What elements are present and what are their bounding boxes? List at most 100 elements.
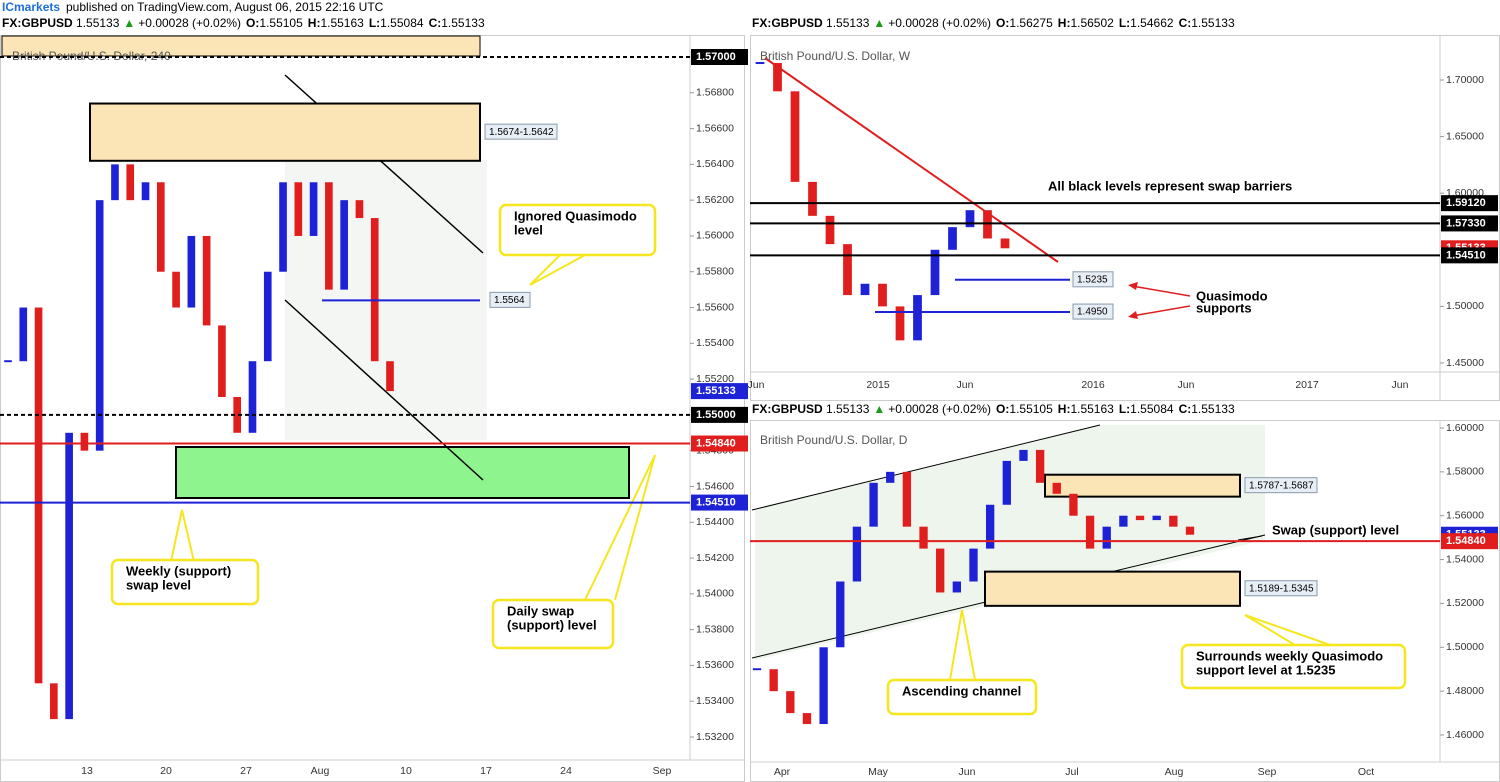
x-tick-label: May [868, 766, 889, 778]
zone-label-bg [484, 123, 558, 140]
brand: ICmarkets [2, 0, 60, 14]
candle [852, 526, 862, 582]
y-tick-label: 1.50000 [1446, 641, 1484, 653]
candle [156, 182, 165, 272]
ohlc-value: 1.54662 [1130, 16, 1174, 30]
symbol: FX:GBPUSD [752, 402, 823, 416]
ohlc-value: 1.55163 [320, 16, 364, 30]
y-tick-label: 1.55800 [696, 266, 734, 278]
panel-title: British Pound/U.S. Dollar, W [760, 49, 911, 63]
ohlc-label: H: [308, 16, 321, 30]
symbol: FX:GBPUSD [2, 16, 73, 30]
byline: published on TradingView.com, August 06,… [66, 0, 384, 14]
y-tick-label: 1.60000 [1446, 422, 1484, 434]
arrow [1131, 285, 1191, 297]
candle [860, 283, 870, 296]
x-tick-label: Sep [653, 765, 672, 777]
x-tick-label: Jul [1065, 766, 1078, 778]
x-tick-label: 17 [480, 765, 492, 777]
level-label-bg [691, 49, 748, 65]
x-tick-label: Aug [1165, 766, 1184, 778]
zone-label: 1.5787-1.5687 [1249, 480, 1314, 491]
callout-tail [529, 254, 586, 286]
x-tick-label: 20 [160, 765, 172, 777]
level-label: 1.54840 [696, 437, 736, 449]
candle [878, 283, 887, 307]
candle [948, 227, 957, 250]
candle [1135, 515, 1145, 521]
x-tick-label: Sep [1258, 766, 1277, 778]
candle [786, 691, 795, 714]
candle [1152, 515, 1161, 521]
y-tick-label: 1.53400 [696, 695, 734, 707]
callout-tail [584, 454, 656, 601]
marked-label: 1.5235 [1077, 274, 1108, 285]
candle [34, 307, 43, 684]
channel-line [751, 424, 1101, 511]
candle [913, 295, 922, 341]
x-tick-label: Aug [311, 765, 330, 777]
candle [1185, 526, 1195, 535]
level-label: 1.55133 [696, 385, 736, 397]
y-tick-label: 1.56200 [696, 194, 734, 206]
demand-zone [175, 446, 630, 499]
level-label-bg [1441, 247, 1498, 264]
callout-box [110, 558, 260, 606]
trendline [284, 299, 484, 481]
candle [952, 581, 962, 593]
symbol-line: FX:GBPUSD 1.55133 ▲ +0.00028 (+0.02%) O:1.5… [2, 16, 485, 30]
level-label-bg [691, 494, 748, 511]
x-tick-label: Oct [1358, 766, 1374, 778]
ohlc-label: O: [996, 16, 1009, 30]
y-tick-label: 1.55400 [696, 337, 734, 349]
y-tick-label: 1.56400 [696, 158, 734, 170]
annotation: Surrounds weekly Quasimodo [1196, 648, 1383, 663]
candle [386, 361, 394, 392]
candle [886, 471, 895, 483]
ohlc-value: 1.55133 [441, 16, 485, 30]
y-tick-label: 1.65000 [1446, 130, 1484, 142]
y-tick-label: 1.53600 [696, 659, 734, 671]
candle [985, 504, 995, 549]
level-label-bg [1441, 195, 1498, 212]
ohlc-value: 1.55105 [259, 16, 303, 30]
callout-tail [1244, 614, 1331, 646]
change: +0.00028 (+0.02%) [888, 16, 991, 30]
dynamic-layer: FX:GBPUSD 1.55133 ▲ +0.00028 (+0.02%) O:1.5… [0, 16, 1498, 778]
candle [819, 647, 828, 725]
ohlc-value: 1.56275 [1009, 16, 1053, 30]
ohlc-label: O: [246, 16, 259, 30]
zone-label: 1.5674-1.5642 [489, 127, 554, 138]
annotation: Swap (support) level [1272, 522, 1399, 537]
ohlc-label: H: [1058, 16, 1071, 30]
y-tick-label: 1.46000 [1446, 729, 1484, 741]
callout-box [498, 203, 657, 257]
candle [294, 182, 303, 236]
up-arrow: ▲ [873, 402, 885, 416]
candle [95, 200, 104, 451]
ohlc-label: C: [1179, 402, 1192, 416]
ohlc-label: C: [429, 16, 442, 30]
x-tick-label: 2015 [866, 379, 890, 391]
annotation: level [514, 222, 543, 237]
candle [769, 669, 778, 692]
zone [1044, 473, 1241, 498]
y-tick-label: 1.55200 [696, 373, 734, 385]
x-tick-label: 13 [81, 765, 93, 777]
candle [233, 397, 242, 433]
candle [340, 200, 348, 290]
level-label: 1.54510 [696, 496, 736, 508]
marked-label-bg [489, 291, 531, 308]
candle [1000, 238, 1010, 249]
zone-label-bg [1244, 580, 1318, 597]
candle [1102, 526, 1111, 549]
y-tick-label: 1.53200 [696, 731, 734, 743]
candle [965, 210, 975, 228]
y-tick-label: 1.58000 [1446, 466, 1484, 478]
symbol-line: FX:GBPUSD 1.55133 ▲ +0.00028 (+0.02%) O:1.5… [752, 402, 1235, 416]
ohlc-label: C: [1179, 16, 1192, 30]
candle [1085, 515, 1095, 549]
marked-label: 1.5564 [494, 295, 525, 306]
level-label-bg [691, 406, 748, 423]
